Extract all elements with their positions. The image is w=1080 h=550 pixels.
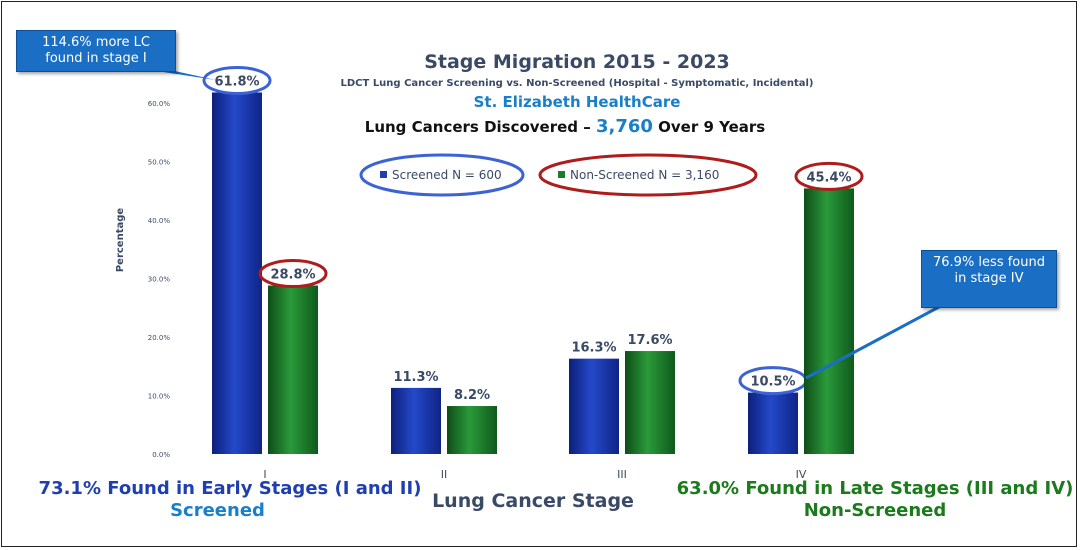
bar-nonscreened-I xyxy=(268,285,318,454)
x-tick-label: I xyxy=(263,468,266,481)
label-highlight-circle xyxy=(258,259,328,289)
y-axis: 0.0% 10.0% 20.0% 30.0% 40.0% 50.0% 60.0% xyxy=(148,100,171,459)
bars: 61.8% 11.3% 16.3% 10.5% 28.8% 8.2% 17.6% 45.4% xyxy=(202,65,864,454)
bar-nonscreened-IV xyxy=(804,188,854,454)
chart-subtitle: LDCT Lung Cancer Screening vs. Non-Scree… xyxy=(341,78,814,89)
y-tick-label: 40.0% xyxy=(148,217,171,225)
legend-screened-circle xyxy=(359,153,525,197)
footer-left-line2: Screened xyxy=(170,500,265,521)
data-label: 61.8% xyxy=(214,74,259,89)
data-label: 17.6% xyxy=(627,333,672,348)
x-axis-label: Lung Cancer Stage xyxy=(432,490,634,512)
x-tick-label: II xyxy=(441,468,448,481)
data-label: 45.4% xyxy=(806,170,851,185)
footer-right-line2: Non-Screened xyxy=(803,500,947,521)
x-tick-label: III xyxy=(617,468,627,481)
headline: Lung Cancers Discovered – 3,760 Over 9 Y… xyxy=(365,116,766,137)
x-axis: I II III IV xyxy=(263,468,806,481)
headline-prefix: Lung Cancers Discovered – xyxy=(365,118,596,136)
headline-number: 3,760 xyxy=(596,116,653,137)
label-highlight-circle xyxy=(794,161,864,191)
callout-left: 114.6% more LC found in stage I xyxy=(16,30,176,72)
callout-right: 76.9% less found in stage IV xyxy=(921,250,1057,308)
y-tick-label: 60.0% xyxy=(148,100,171,108)
bar-nonscreened-II xyxy=(447,406,497,454)
legend: Screened N = 600 Non-Screened N = 3,160 xyxy=(359,153,758,197)
bar-screened-IV xyxy=(748,392,798,454)
y-tick-label: 0.0% xyxy=(152,451,170,459)
y-axis-label: Percentage xyxy=(115,208,126,273)
y-tick-label: 10.0% xyxy=(148,393,171,401)
data-label: 10.5% xyxy=(750,375,795,390)
y-tick-label: 50.0% xyxy=(148,159,171,167)
y-tick-label: 20.0% xyxy=(148,334,171,342)
headline-suffix: Over 9 Years xyxy=(653,118,765,136)
footer-right-line1: 63.0% Found in Late Stages (III and IV) xyxy=(676,478,1074,499)
legend-nonscreened-circle xyxy=(538,153,758,197)
data-label: 28.8% xyxy=(270,268,315,283)
callout-right-pointer xyxy=(805,298,953,380)
x-tick-label: IV xyxy=(796,468,807,481)
org-name: St. Elizabeth HealthCare xyxy=(474,93,681,111)
legend-nonscreened-label: Non-Screened N = 3,160 xyxy=(570,168,719,182)
bar-nonscreened-III xyxy=(625,351,675,454)
y-tick-label: 30.0% xyxy=(148,276,171,284)
footer-left-line1: 73.1% Found in Early Stages (I and II) xyxy=(38,478,422,499)
data-label: 8.2% xyxy=(454,388,490,403)
legend-screened-label: Screened N = 600 xyxy=(392,168,502,182)
bar-screened-II xyxy=(391,387,441,454)
legend-nonscreened-swatch xyxy=(558,171,565,178)
legend-screened-swatch xyxy=(380,171,387,178)
bar-screened-I xyxy=(212,92,262,454)
callout-left-pointer xyxy=(150,70,216,80)
bar-screened-III xyxy=(569,358,619,454)
data-label: 16.3% xyxy=(571,341,616,356)
data-label: 11.3% xyxy=(393,370,438,385)
chart-title: Stage Migration 2015 - 2023 xyxy=(424,51,730,73)
label-highlight-circle xyxy=(202,65,272,95)
